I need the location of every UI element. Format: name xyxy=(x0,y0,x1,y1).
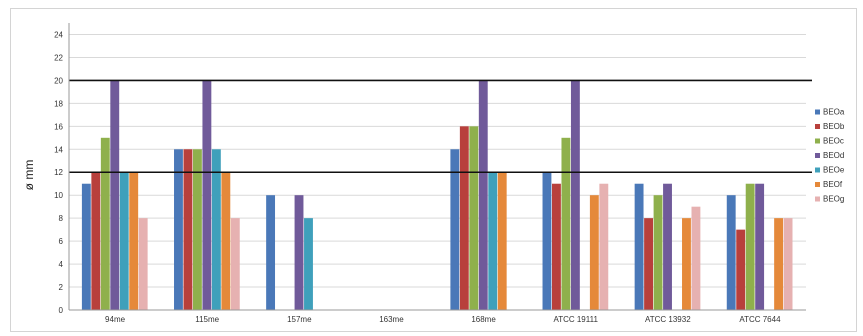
bar-beof-7 xyxy=(774,218,784,310)
y-tick-label: 6 xyxy=(59,237,64,246)
x-category-label: 163me xyxy=(379,315,404,324)
y-tick-label: 2 xyxy=(59,283,64,292)
bar-beoa-2 xyxy=(266,195,276,310)
bar-beof-4 xyxy=(497,172,507,310)
legend-swatch-beod xyxy=(815,153,820,158)
x-category-label: 168me xyxy=(471,315,496,324)
legend-label-beoa: BEOa xyxy=(823,108,845,117)
x-category-label: ATCC 13932 xyxy=(645,315,691,324)
bar-beog-5 xyxy=(599,183,609,310)
bar-beoa-4 xyxy=(450,149,460,310)
legend-swatch-beob xyxy=(815,124,820,129)
bar-beob-1 xyxy=(183,149,193,310)
bar-beoc-7 xyxy=(745,183,755,310)
x-category-label: 157me xyxy=(287,315,312,324)
bar-beoa-1 xyxy=(174,149,183,310)
x-category-label: 115me xyxy=(195,315,219,324)
bar-beoc-1 xyxy=(192,149,202,310)
bar-beod-1 xyxy=(202,80,212,311)
y-tick-label: 22 xyxy=(54,53,63,62)
legend-swatch-beoa xyxy=(815,109,820,115)
y-tick-label: 10 xyxy=(54,191,63,200)
bar-beog-0 xyxy=(138,218,148,310)
y-tick-label: 4 xyxy=(59,260,64,269)
bar-beod-2 xyxy=(294,195,304,310)
bar-beog-1 xyxy=(230,218,240,310)
bar-beod-4 xyxy=(478,80,488,311)
bar-beof-5 xyxy=(589,195,599,310)
axes xyxy=(68,23,806,311)
bar-beoe-2 xyxy=(304,218,313,310)
bar-beob-6 xyxy=(644,218,653,310)
legend-swatch-beog xyxy=(815,196,820,202)
bar-beoc-5 xyxy=(561,137,571,310)
x-category-labels: 94me 115me 157me 163me 168me ATCC 19111 ATCC 1… xyxy=(105,315,781,324)
y-tick-label: 16 xyxy=(54,122,63,131)
bar-beoe-0 xyxy=(119,172,129,310)
legend-swatch-beoc xyxy=(815,138,820,144)
bar-beof-1 xyxy=(221,172,231,310)
bar-beob-0 xyxy=(91,172,101,310)
bar-beog-7 xyxy=(783,218,793,310)
bar-beof-0 xyxy=(129,172,139,310)
bar-beoe-4 xyxy=(488,172,498,310)
y-tick-label: 8 xyxy=(59,214,64,223)
x-category-label: 94me xyxy=(105,315,126,324)
y-tick-label: 20 xyxy=(54,76,63,85)
legend-label-beof: BEOf xyxy=(823,180,843,189)
bar-beoa-7 xyxy=(726,195,736,310)
bar-beog-6 xyxy=(691,206,701,310)
legend-label-beoc: BEOc xyxy=(823,137,844,146)
legend-label-beoe: BEOe xyxy=(823,166,845,175)
legend-label-beog: BEOg xyxy=(823,195,844,204)
bars xyxy=(81,80,793,311)
y-tick-label: 18 xyxy=(54,99,63,108)
legend: BEOa BEOb BEOc BEOd BEOe BEOf BEOg xyxy=(815,108,845,204)
y-tick-label: 24 xyxy=(54,30,63,39)
bar-beof-6 xyxy=(682,218,691,310)
bar-beod-7 xyxy=(755,183,765,310)
bar-beob-7 xyxy=(736,229,746,310)
chart-frame: 0 2 4 6 8 10 12 14 16 18 20 22 24 94me 115me 157me 163m… xyxy=(10,8,857,332)
bar-beod-0 xyxy=(110,80,120,311)
legend-swatch-beof xyxy=(815,182,820,187)
y-tick-label: 0 xyxy=(59,306,64,315)
bar-beoe-1 xyxy=(211,149,221,310)
bar-beoa-6 xyxy=(634,183,644,310)
legend-swatch-beoe xyxy=(815,167,820,173)
bar-beoa-5 xyxy=(542,172,552,310)
legend-label-beod: BEOd xyxy=(823,151,844,160)
x-category-label: ATCC 7644 xyxy=(739,315,781,324)
bar-beoa-0 xyxy=(81,183,91,310)
reference-lines xyxy=(69,79,812,174)
bar-beoc-6 xyxy=(653,195,663,310)
legend-label-beob: BEOb xyxy=(823,122,845,131)
y-tick-label: 12 xyxy=(54,168,63,177)
bar-beoc-0 xyxy=(100,137,110,310)
bar-beod-5 xyxy=(570,80,580,311)
y-tick-label: 14 xyxy=(54,145,63,154)
y-axis-label: ø mm xyxy=(22,160,36,191)
bar-beob-5 xyxy=(551,183,561,310)
x-category-label: ATCC 19111 xyxy=(553,315,598,324)
bar-beoc-4 xyxy=(469,126,479,310)
bar-beod-6 xyxy=(663,183,672,310)
bar-beob-4 xyxy=(459,126,469,310)
